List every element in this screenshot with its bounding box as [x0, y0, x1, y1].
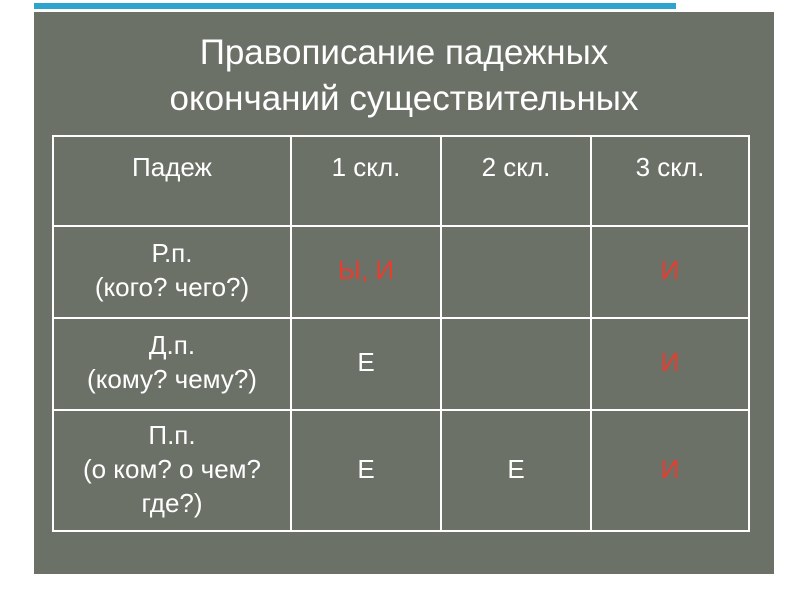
cell-d-3: И: [591, 318, 749, 410]
table-row: П.п. (о ком? о чем? где?) Е Е И: [53, 410, 749, 531]
row-label-dative: Д.п. (кому? чему?): [53, 318, 291, 410]
ending-value: И: [661, 454, 680, 484]
cell-p-1: Е: [291, 410, 441, 531]
cell-p-3: И: [591, 410, 749, 531]
declension-table: Падеж 1 скл. 2 скл. 3 скл. Р.п. (кого? ч…: [52, 135, 750, 532]
table-row: Д.п. (кому? чему?) Е И: [53, 318, 749, 410]
ending-value: Е: [357, 454, 374, 484]
title-line-2: окончаний существительных: [170, 79, 639, 118]
cell-r-2: [441, 226, 591, 318]
cell-d-2: [441, 318, 591, 410]
accent-stripe: [34, 3, 676, 9]
row-label-genitive: Р.п. (кого? чего?): [53, 226, 291, 318]
cell-r-3: И: [591, 226, 749, 318]
header-decl3: 3 скл.: [591, 136, 749, 226]
table-header-row: Падеж 1 скл. 2 скл. 3 скл.: [53, 136, 749, 226]
case-short: П.п.: [148, 420, 195, 450]
case-question: (кого? чего?): [60, 271, 284, 305]
case-question-line2: где?): [60, 487, 284, 521]
slide-title: Правописание падежных окончаний существи…: [74, 30, 734, 121]
ending-value: И: [661, 255, 680, 285]
title-line-1: Правописание падежных: [200, 33, 609, 72]
cell-d-1: Е: [291, 318, 441, 410]
ending-value: Е: [507, 454, 524, 484]
slide-background: Правописание падежных окончаний существи…: [34, 12, 774, 574]
case-short: Р.п.: [152, 238, 193, 268]
header-case: Падеж: [53, 136, 291, 226]
cell-r-1: Ы, И: [291, 226, 441, 318]
ending-value: Ы, И: [338, 255, 394, 285]
header-decl1: 1 скл.: [291, 136, 441, 226]
ending-value: И: [661, 347, 680, 377]
ending-value: Е: [357, 347, 374, 377]
case-question-line1: (о ком? о чем?: [60, 453, 284, 487]
cell-p-2: Е: [441, 410, 591, 531]
case-short: Д.п.: [149, 330, 195, 360]
header-decl2: 2 скл.: [441, 136, 591, 226]
case-question: (кому? чему?): [60, 363, 284, 397]
row-label-prepositional: П.п. (о ком? о чем? где?): [53, 410, 291, 531]
table-row: Р.п. (кого? чего?) Ы, И И: [53, 226, 749, 318]
